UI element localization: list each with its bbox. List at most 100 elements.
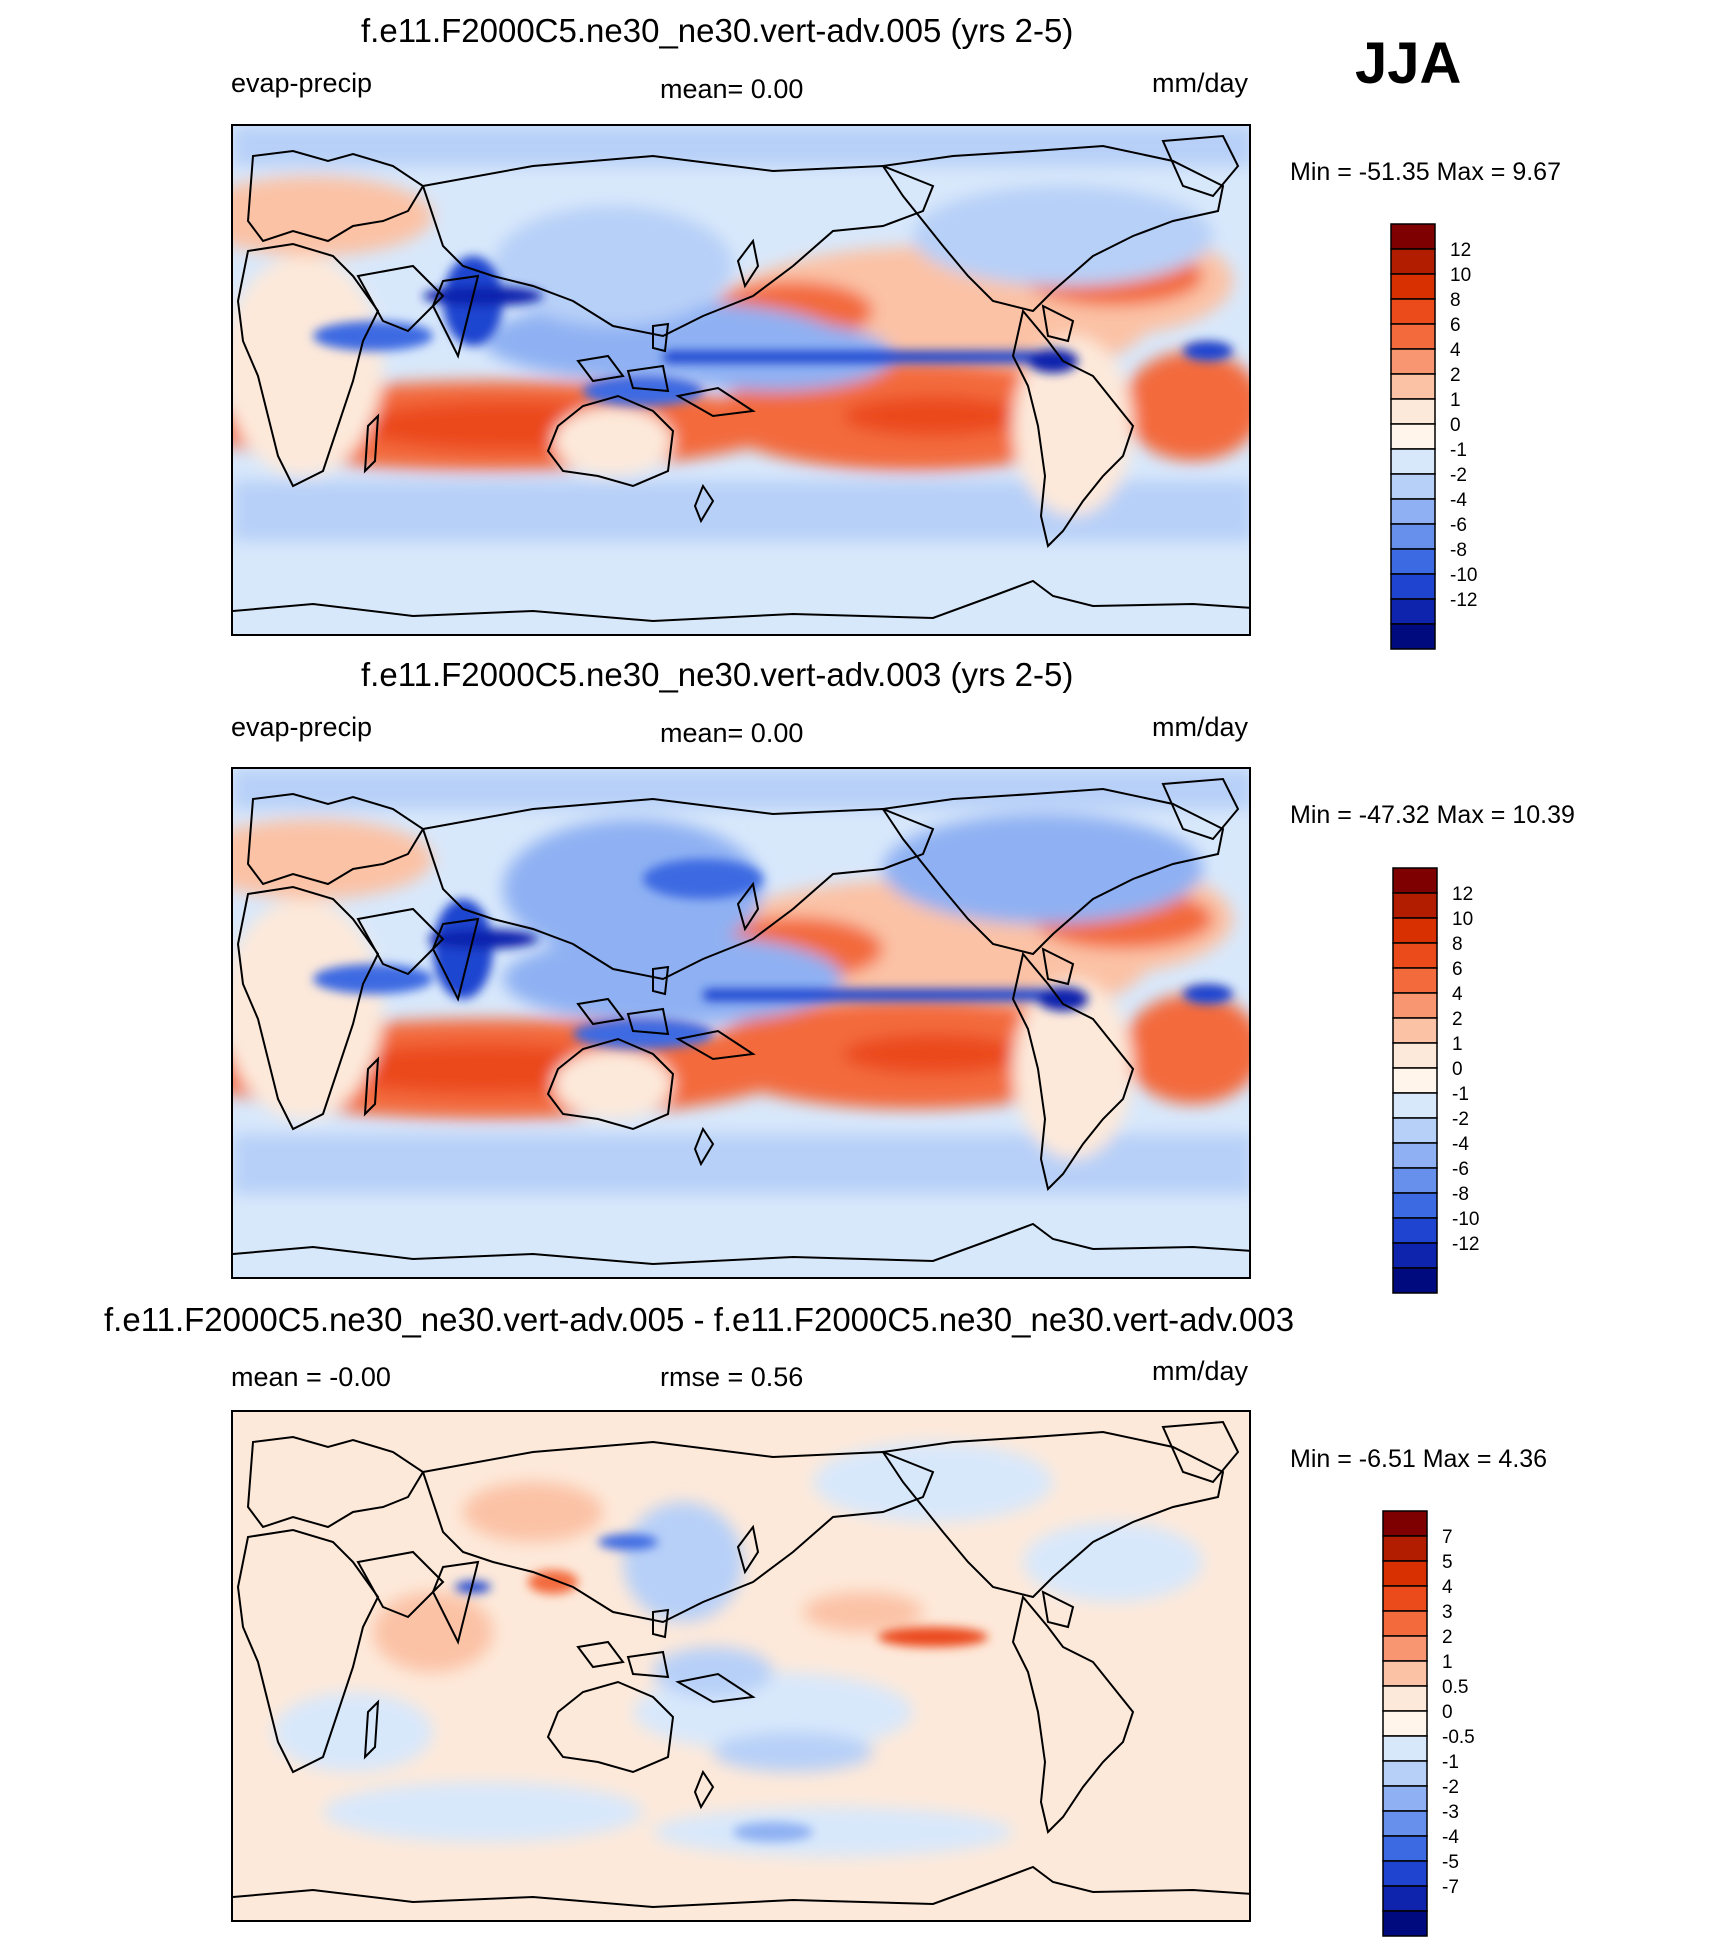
panel3-mean-label: mean = -0.00 bbox=[231, 1362, 391, 1392]
colorbar-tick-label: 3 bbox=[1442, 1602, 1453, 1623]
colorbar-tick-label: -7 bbox=[1442, 1877, 1459, 1898]
colorbar-tick-label: 8 bbox=[1450, 290, 1461, 311]
panel3-map bbox=[231, 1410, 1251, 1922]
colorbar-tick-label: 12 bbox=[1450, 240, 1471, 261]
panel2-title: f.e11.F2000C5.ne30_ne30.vert-adv.003 (yr… bbox=[361, 656, 1074, 693]
colorbar-swatch bbox=[1392, 1017, 1438, 1044]
colorbar-swatch bbox=[1392, 992, 1438, 1019]
panel2-colorbar: 12 10 8 6 4 2 1 0 -1 -2 -4 -6 -8 -10 -12 bbox=[1392, 867, 1502, 1294]
panel1-map bbox=[231, 124, 1251, 636]
panel1-variable-label: evap-precip bbox=[231, 68, 373, 98]
colorbar-tick-label: -5 bbox=[1442, 1852, 1459, 1873]
colorbar-swatch bbox=[1390, 473, 1436, 500]
colorbar-swatch bbox=[1390, 398, 1436, 425]
colorbar-tick-label: 4 bbox=[1452, 984, 1463, 1005]
colorbar-swatch bbox=[1392, 1142, 1438, 1169]
colorbar-swatch bbox=[1392, 1217, 1438, 1244]
colorbar-swatch bbox=[1390, 223, 1436, 250]
colorbar-swatch bbox=[1382, 1660, 1428, 1687]
colorbar-tick-label: 2 bbox=[1450, 365, 1461, 386]
colorbar-swatch bbox=[1390, 598, 1436, 625]
colorbar-tick-label: -0.5 bbox=[1442, 1727, 1475, 1748]
colorbar-swatch bbox=[1382, 1760, 1428, 1787]
panel2-variable-label: evap-precip bbox=[231, 712, 373, 742]
colorbar-swatch bbox=[1382, 1635, 1428, 1662]
colorbar-swatch bbox=[1382, 1835, 1428, 1862]
panel3-title: f.e11.F2000C5.ne30_ne30.vert-adv.005 - f… bbox=[104, 1301, 1295, 1338]
colorbar-swatch bbox=[1382, 1610, 1428, 1637]
panel2-minmax: Min = -47.32 Max = 10.39 bbox=[1290, 801, 1575, 829]
colorbar-tick-label: 0 bbox=[1452, 1059, 1463, 1080]
colorbar-swatch bbox=[1382, 1710, 1428, 1737]
panel2-units-label: mm/day bbox=[1152, 712, 1249, 742]
colorbar-swatch bbox=[1390, 423, 1436, 450]
season-label: JJA bbox=[1355, 31, 1462, 96]
colorbar-swatch bbox=[1382, 1685, 1428, 1712]
colorbar-tick-label: -8 bbox=[1450, 540, 1467, 561]
colorbar-tick-label: -1 bbox=[1442, 1752, 1459, 1773]
colorbar-swatch bbox=[1382, 1560, 1428, 1587]
colorbar-tick-label: -10 bbox=[1452, 1209, 1479, 1230]
colorbar-swatch bbox=[1382, 1860, 1428, 1887]
colorbar-tick-label: -2 bbox=[1442, 1777, 1459, 1798]
colorbar-swatch bbox=[1390, 623, 1436, 650]
panel3-units-label: mm/day bbox=[1152, 1356, 1249, 1386]
colorbar-tick-label: -1 bbox=[1450, 440, 1467, 461]
panel1-title: f.e11.F2000C5.ne30_ne30.vert-adv.005 (yr… bbox=[361, 12, 1074, 49]
colorbar-tick-label: -2 bbox=[1452, 1109, 1469, 1130]
colorbar-tick-label: -4 bbox=[1442, 1827, 1459, 1848]
colorbar-swatch bbox=[1392, 1067, 1438, 1094]
colorbar-tick-label: 6 bbox=[1452, 959, 1463, 980]
colorbar-tick-label: -1 bbox=[1452, 1084, 1469, 1105]
colorbar-swatch bbox=[1392, 1242, 1438, 1269]
colorbar-swatch bbox=[1392, 1167, 1438, 1194]
colorbar-tick-label: -12 bbox=[1452, 1234, 1479, 1255]
colorbar-swatch bbox=[1390, 448, 1436, 475]
panel2-mean-label: mean= 0.00 bbox=[660, 718, 804, 748]
colorbar-tick-label: -6 bbox=[1450, 515, 1467, 536]
colorbar-swatch bbox=[1382, 1785, 1428, 1812]
colorbar-tick-label: -2 bbox=[1450, 465, 1467, 486]
colorbar-tick-label: 2 bbox=[1452, 1009, 1463, 1030]
colorbar-swatch bbox=[1392, 1192, 1438, 1219]
colorbar-swatch bbox=[1390, 523, 1436, 550]
colorbar-tick-label: 0 bbox=[1450, 415, 1461, 436]
colorbar-swatch bbox=[1392, 967, 1438, 994]
colorbar-swatch bbox=[1390, 298, 1436, 325]
colorbar-tick-label: 12 bbox=[1452, 884, 1473, 905]
colorbar-tick-label: 1 bbox=[1450, 390, 1461, 411]
colorbar-tick-label: 5 bbox=[1442, 1552, 1453, 1573]
colorbar-tick-label: 7 bbox=[1442, 1527, 1453, 1548]
colorbar-swatch bbox=[1382, 1910, 1428, 1937]
colorbar-swatch bbox=[1390, 573, 1436, 600]
colorbar-swatch bbox=[1382, 1885, 1428, 1912]
panel3-minmax: Min = -6.51 Max = 4.36 bbox=[1290, 1445, 1548, 1473]
colorbar-swatch bbox=[1392, 917, 1438, 944]
colorbar-tick-label: 10 bbox=[1452, 909, 1473, 930]
colorbar-swatch bbox=[1390, 273, 1436, 300]
colorbar-tick-label: 1 bbox=[1442, 1652, 1453, 1673]
panel2-map bbox=[231, 767, 1251, 1279]
colorbar-tick-label: 0 bbox=[1442, 1702, 1453, 1723]
colorbar-tick-label: 1 bbox=[1452, 1034, 1463, 1055]
colorbar-tick-label: 4 bbox=[1442, 1577, 1453, 1598]
colorbar-swatch bbox=[1392, 1117, 1438, 1144]
colorbar-swatch bbox=[1390, 548, 1436, 575]
colorbar-swatch bbox=[1392, 892, 1438, 919]
panel3-rmse-label: rmse = 0.56 bbox=[660, 1362, 804, 1392]
colorbar-swatch bbox=[1392, 942, 1438, 969]
colorbar-tick-label: -4 bbox=[1452, 1134, 1469, 1155]
panel1-units-label: mm/day bbox=[1152, 68, 1249, 98]
colorbar-swatch bbox=[1392, 1267, 1438, 1294]
colorbar-swatch bbox=[1392, 1042, 1438, 1069]
colorbar-tick-label: -10 bbox=[1450, 565, 1477, 586]
colorbar-swatch bbox=[1390, 323, 1436, 350]
colorbar-swatch bbox=[1382, 1810, 1428, 1837]
colorbar-swatch bbox=[1390, 348, 1436, 375]
colorbar-tick-label: 10 bbox=[1450, 265, 1471, 286]
colorbar-tick-label: 2 bbox=[1442, 1627, 1453, 1648]
colorbar-swatch bbox=[1382, 1735, 1428, 1762]
colorbar-swatch bbox=[1392, 1092, 1438, 1119]
colorbar-swatch bbox=[1382, 1535, 1428, 1562]
colorbar-swatch bbox=[1392, 867, 1438, 894]
